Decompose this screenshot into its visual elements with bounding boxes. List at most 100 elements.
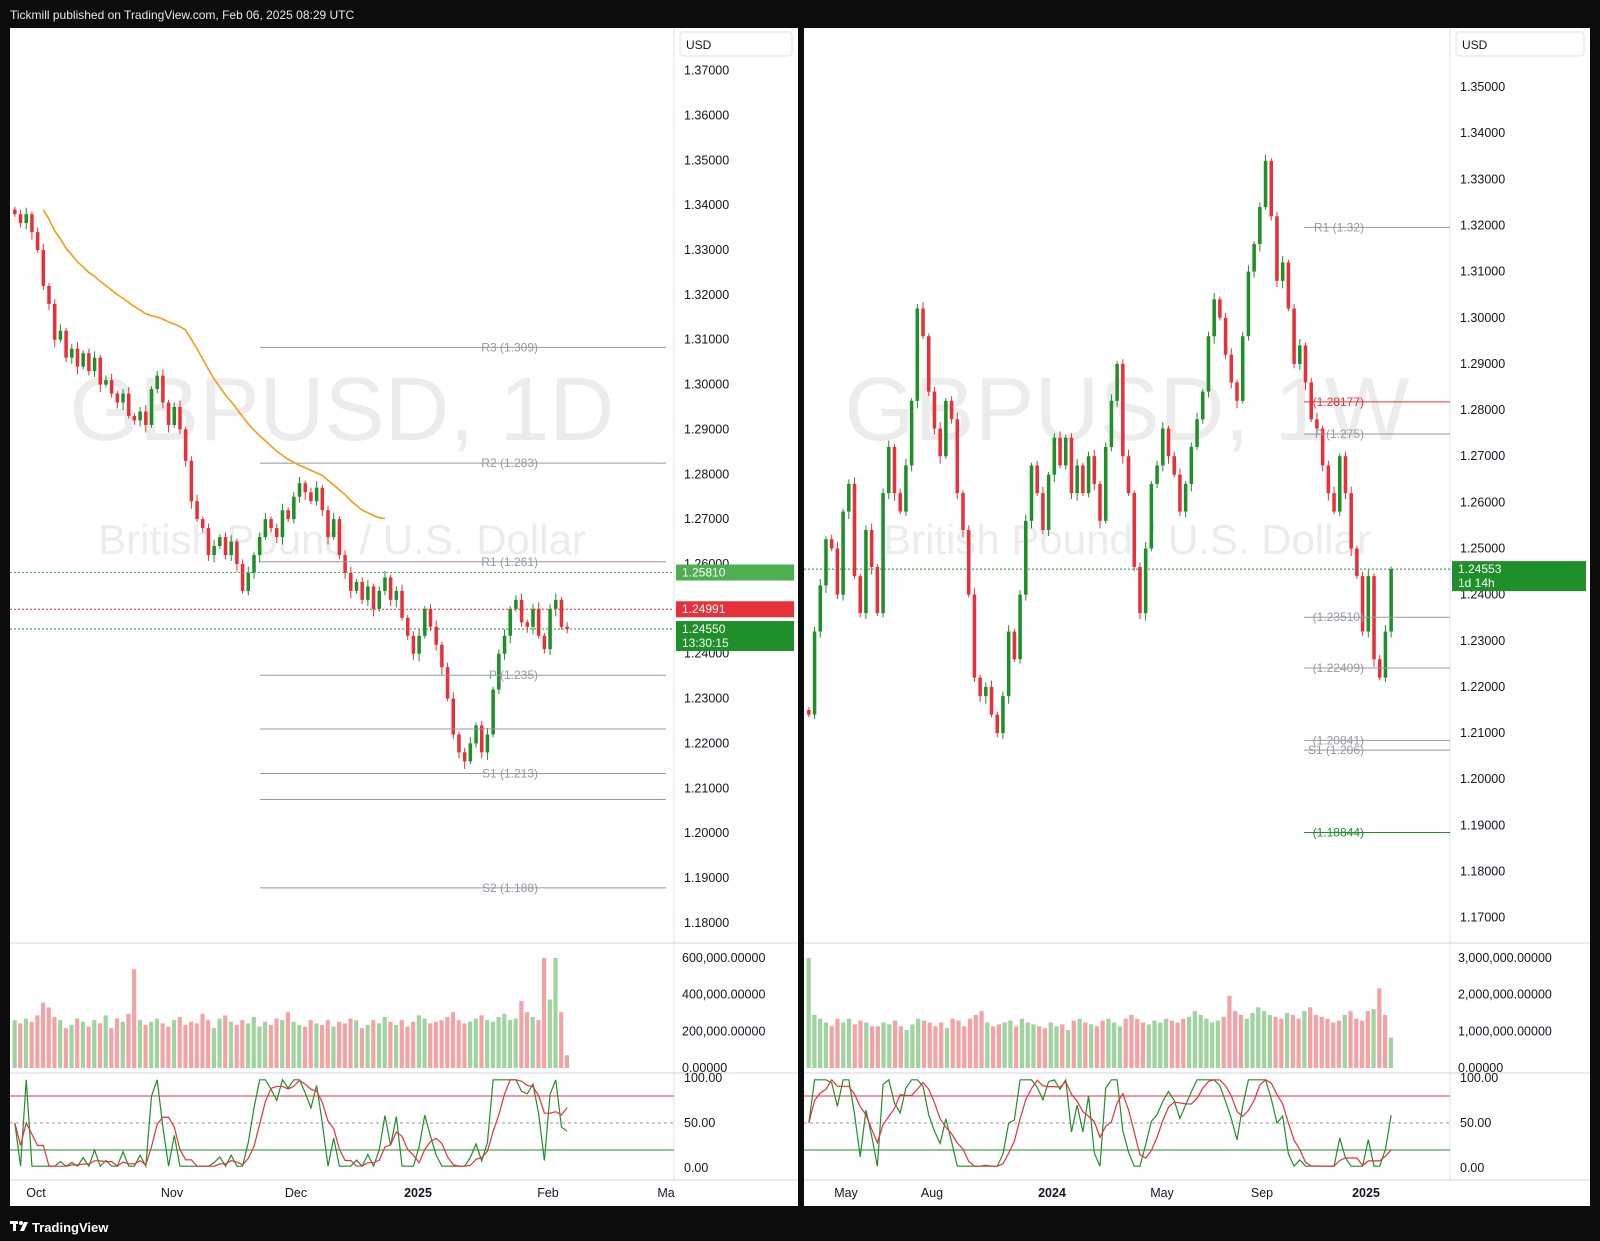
volume-bar [524, 1012, 530, 1068]
watermark-name: British Pound / U.S. Dollar [98, 516, 586, 563]
candle-body [479, 725, 484, 753]
volume-bar [263, 1021, 268, 1068]
candle-body [818, 585, 823, 632]
volume-bar [1192, 1011, 1197, 1068]
volume-bar [171, 1020, 177, 1068]
volume-bar [240, 1020, 245, 1068]
candle-body [921, 308, 925, 337]
candle-body [531, 608, 535, 627]
candle-body [109, 380, 114, 394]
candle-body [400, 590, 404, 618]
candle-body [411, 635, 416, 654]
volume-bar [1181, 1018, 1186, 1068]
volume-bar [1186, 1016, 1192, 1068]
volume-bar [462, 1023, 467, 1068]
volume-bar [1071, 1020, 1076, 1068]
price-tick-label: 1.22000 [684, 736, 729, 750]
candle-body [189, 460, 194, 502]
candle-body [1246, 271, 1251, 337]
candle-body [132, 415, 137, 421]
chart-panel-daily[interactable]: GBPUSD, 1D British Pound / U.S. Dollar USD… [10, 28, 798, 1206]
tradingview-logo-icon[interactable] [10, 1221, 28, 1233]
chart-panel-weekly[interactable]: GBPUSD, 1W British Pound / U.S. Dollar USD… [804, 28, 1590, 1206]
candle-body [1012, 631, 1017, 660]
candle-body [565, 626, 569, 630]
volume-bar [1256, 1007, 1261, 1068]
volume-bar [411, 1021, 416, 1068]
candle-body [1218, 299, 1222, 318]
volume-bar [200, 1013, 205, 1068]
tradingview-brand[interactable]: TradingView [32, 1220, 109, 1235]
volume-bar [1048, 1022, 1053, 1068]
volume-bar [75, 1018, 80, 1068]
candle-body [115, 393, 120, 403]
volume-bar [23, 1018, 29, 1068]
volume-bar [485, 1020, 490, 1068]
candle-body [337, 519, 342, 556]
price-tick-label: 1.19000 [1460, 818, 1505, 832]
volume-bar [18, 1023, 23, 1068]
volume-bar [35, 1015, 40, 1068]
volume-bar [285, 1012, 290, 1068]
candle-body [1389, 569, 1393, 632]
price-tick-label: 1.35000 [1460, 80, 1505, 94]
candle-body [514, 599, 518, 609]
volume-bar [1227, 995, 1232, 1068]
candle-body [468, 743, 473, 762]
volume-bar [985, 1022, 990, 1068]
volume-bar [1002, 1022, 1007, 1068]
volume-bar [132, 969, 137, 1068]
oscillator-tick-label: 0.00 [684, 1161, 708, 1175]
volume-bar [473, 1018, 478, 1068]
volume-bar [559, 1012, 564, 1068]
candle-body [1315, 419, 1319, 429]
currency-box [1455, 31, 1585, 57]
volume-bar [274, 1018, 279, 1068]
volume-bar [365, 1024, 370, 1068]
oscillator-tick-label: 50.00 [684, 1116, 715, 1130]
candle-body [354, 581, 359, 591]
volume-bar [302, 1026, 308, 1068]
volume-bar [1319, 1016, 1324, 1068]
time-tick-label: Ma [657, 1186, 674, 1200]
candle-body [926, 336, 931, 392]
volume-bar [1210, 1022, 1215, 1068]
volume-bar [841, 1022, 846, 1068]
candle-body [235, 541, 239, 564]
volume-bar [1060, 1024, 1065, 1068]
candle-body [881, 493, 885, 614]
candle-body [1115, 363, 1119, 401]
chart-daily-svg[interactable]: GBPUSD, 1D British Pound / U.S. Dollar USD… [10, 28, 798, 1206]
volume-bar [910, 1024, 915, 1068]
candle-body [1006, 631, 1011, 697]
volume-bar [852, 1024, 857, 1068]
volume-bar [956, 1020, 961, 1068]
publisher-line: Tickmill published on TradingView.com, F… [10, 8, 355, 22]
volume-bar [1008, 1020, 1013, 1068]
candle-body [829, 539, 834, 549]
price-tick-label: 1.25000 [1460, 541, 1505, 555]
volume-bar [371, 1020, 376, 1068]
candle-body [887, 446, 891, 494]
price-tick-label: 1.21000 [684, 781, 729, 795]
volume-bar [103, 1015, 108, 1068]
currency-label: USD [1462, 38, 1488, 52]
volume-bar [864, 1022, 869, 1068]
volume-bar [308, 1020, 313, 1068]
volume-bar [1042, 1028, 1048, 1068]
volume-bar [904, 1030, 909, 1068]
volume-bar [1065, 1030, 1071, 1068]
price-tick-label: 1.32000 [1460, 218, 1505, 232]
price-tick-label: 1.28000 [1460, 403, 1505, 417]
candle-body [1041, 493, 1045, 531]
candle-body [1172, 456, 1176, 475]
volume-bar [223, 1015, 228, 1068]
candle-body [440, 644, 444, 668]
volume-bar [1140, 1022, 1146, 1068]
candle-body [252, 555, 256, 573]
price-tag-label: 1.24991 [682, 602, 726, 616]
price-tick-label: 1.30000 [684, 378, 729, 392]
volume-bar [1238, 1014, 1244, 1068]
price-tag-label: 1.24550 [682, 622, 726, 636]
